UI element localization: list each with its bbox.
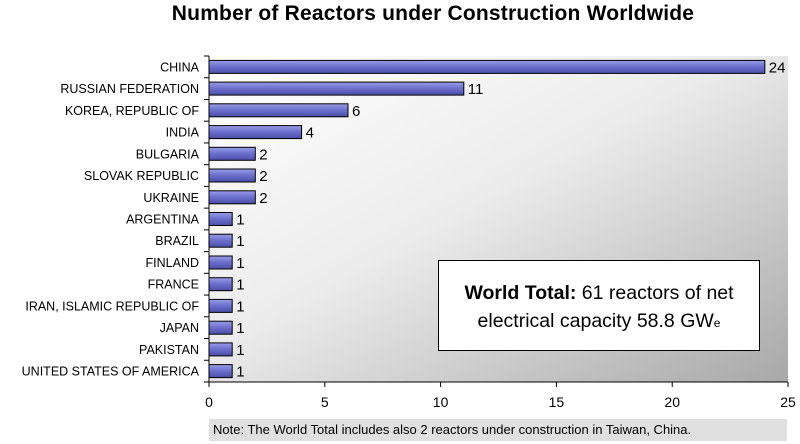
value-label-russian-federation: 11	[468, 81, 484, 98]
world-total-subscript: e	[713, 316, 721, 330]
bar-russian-federation	[208, 81, 465, 96]
x-tick-label-5: 5	[321, 394, 329, 410]
value-label-korea-republic-of: 6	[352, 103, 360, 120]
x-tick-label-25: 25	[780, 394, 796, 410]
value-label-ukraine: 2	[259, 190, 267, 207]
bar-argentina	[208, 212, 233, 226]
category-label-pakistan: PAKISTAN	[139, 343, 199, 357]
value-label-slovak-republic: 2	[259, 168, 267, 185]
world-total-label: World Total:	[464, 282, 577, 304]
value-label-iran-islamic-republic-of: 1	[236, 298, 244, 315]
value-label-united-states-of-america: 1	[236, 364, 244, 381]
bar-brazil	[208, 233, 233, 248]
bar-finland	[208, 255, 233, 270]
world-total-line2: electrical capacity 58.8 GWe	[439, 307, 759, 337]
x-tick-label-20: 20	[664, 394, 680, 410]
bar-united-states-of-america	[208, 364, 233, 379]
category-label-china: CHINA	[160, 60, 200, 74]
bar-slovak-republic	[208, 168, 256, 183]
category-label-russian-federation: RUSSIAN FEDERATION	[60, 82, 199, 96]
chart-title: Number of Reactors under Construction Wo…	[171, 2, 695, 25]
bar-china	[208, 59, 766, 74]
category-label-argentina: ARGENTINA	[126, 213, 200, 227]
world-total-text2: electrical capacity 58.8 GW	[477, 310, 714, 332]
category-label-finland: FINLAND	[146, 256, 199, 270]
bar-japan	[208, 320, 233, 335]
category-label-iran-islamic-republic-of: IRAN, ISLAMIC REPUBLIC OF	[25, 299, 199, 313]
bar-iran-islamic-republic-of	[208, 298, 233, 313]
bar-bulgaria	[208, 146, 256, 161]
x-tick-label-10: 10	[433, 394, 449, 410]
value-label-argentina: 1	[236, 212, 244, 229]
bar-korea-republic-of	[208, 103, 349, 118]
category-label-india: INDIA	[166, 126, 200, 140]
value-label-brazil: 1	[236, 233, 244, 250]
value-label-finland: 1	[236, 255, 244, 272]
bar-pakistan	[208, 342, 233, 357]
category-label-united-states-of-america: UNITED STATES OF AMERICA	[22, 365, 200, 379]
category-label-brazil: BRAZIL	[155, 234, 199, 248]
value-label-bulgaria: 2	[259, 146, 267, 163]
value-label-japan: 1	[236, 320, 244, 337]
value-label-china: 24	[769, 59, 786, 76]
value-label-france: 1	[236, 277, 244, 294]
world-total-line1: World Total: 61 reactors of net	[439, 279, 759, 307]
world-total-box: World Total: 61 reactors of net electric…	[438, 260, 760, 351]
category-label-korea-republic-of: KOREA, REPUBLIC OF	[65, 104, 199, 118]
category-label-ukraine: UKRAINE	[143, 191, 199, 205]
bar-ukraine	[208, 190, 256, 205]
x-tick-label-15: 15	[549, 394, 565, 410]
category-label-bulgaria: BULGARIA	[136, 147, 200, 161]
bar-india	[208, 125, 303, 140]
bar-france	[208, 277, 233, 292]
category-label-japan: JAPAN	[160, 321, 199, 335]
value-label-india: 4	[306, 125, 314, 142]
category-label-france: FRANCE	[148, 278, 199, 292]
x-tick-label-0: 0	[205, 394, 213, 410]
footnote: Note: The World Total includes also 2 re…	[209, 419, 787, 441]
value-label-pakistan: 1	[236, 342, 244, 359]
category-label-slovak-republic: SLOVAK REPUBLIC	[84, 169, 199, 183]
world-total-text1: 61 reactors of net	[576, 282, 734, 304]
